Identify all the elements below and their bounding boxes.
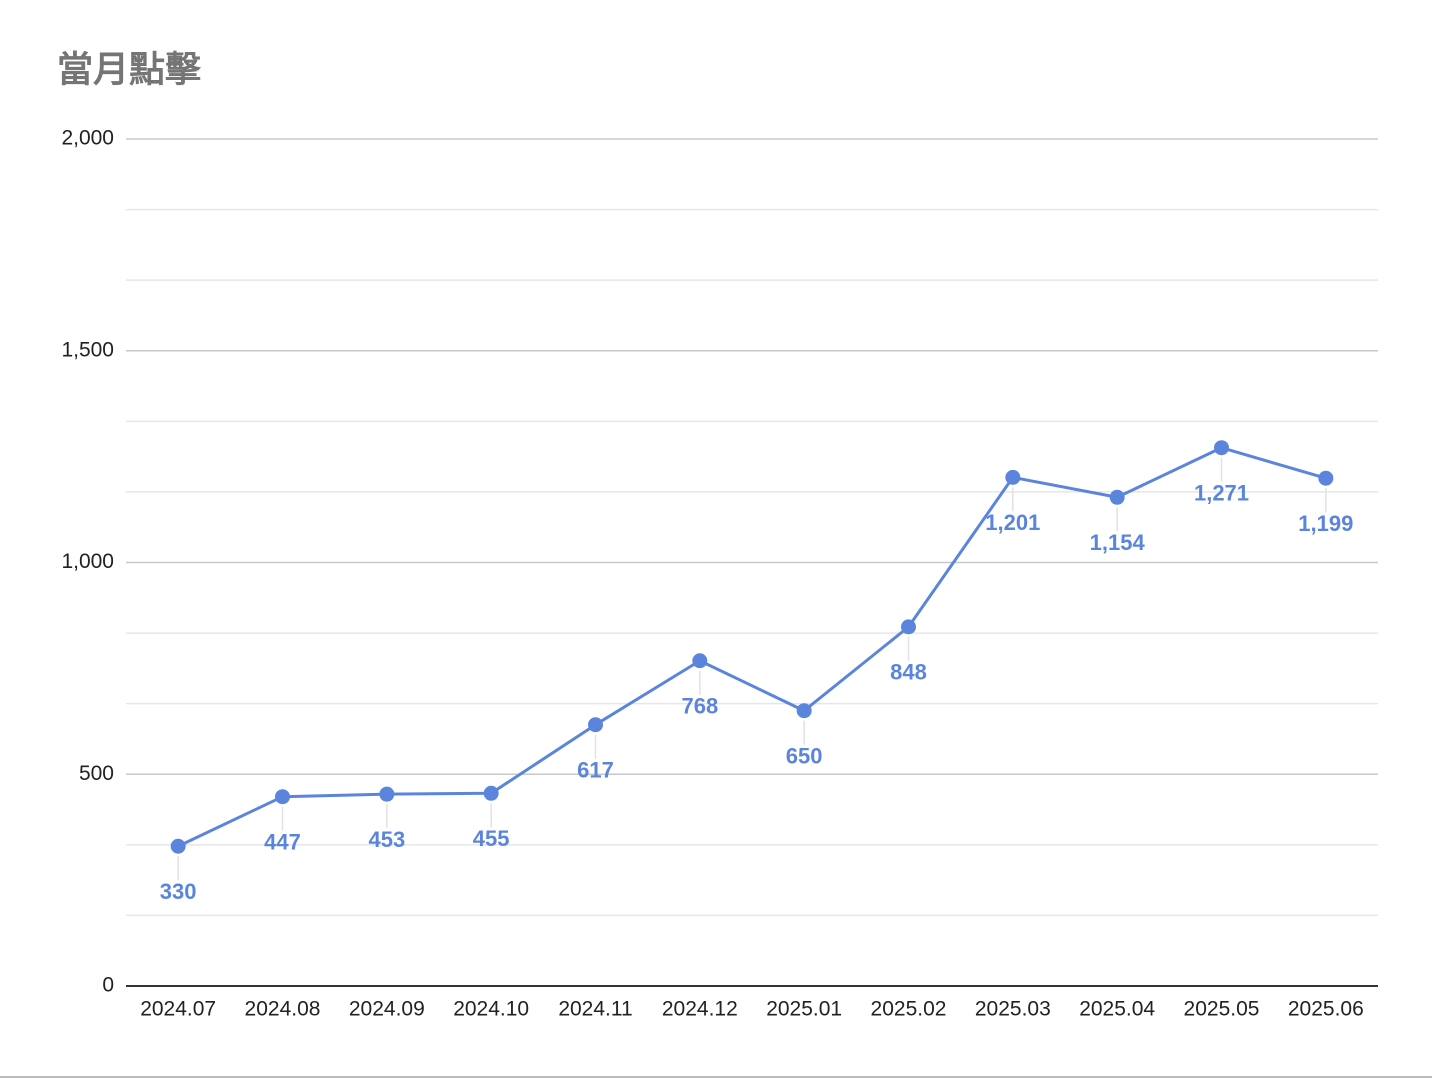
point: [1214, 440, 1229, 456]
point: [588, 717, 603, 733]
point: [901, 619, 916, 635]
data-label: 455: [473, 826, 510, 851]
point: [170, 838, 186, 854]
point: [1318, 470, 1334, 486]
data-label: 650: [786, 744, 823, 769]
data-label: 453: [368, 827, 405, 852]
data-label: 617: [577, 758, 614, 783]
chart-title: 當月點擊: [57, 49, 202, 90]
data-label: 330: [160, 879, 197, 904]
point: [1109, 489, 1125, 505]
y-tick-label: 1,500: [61, 338, 114, 361]
x-tick-label: 2025.05: [1184, 998, 1260, 1021]
y-tick-label: 2,000: [61, 127, 114, 150]
x-tick-label: 2025.02: [871, 998, 947, 1021]
data-label: 1,199: [1298, 511, 1353, 536]
point: [796, 703, 812, 719]
x-tick-label: 2025.04: [1079, 998, 1155, 1021]
point: [1005, 469, 1021, 485]
y-tick-label: 500: [79, 762, 114, 785]
x-tick-label: 2024.09: [349, 998, 425, 1021]
x-tick-label: 2024.07: [140, 998, 216, 1021]
x-tick-label: 2024.11: [558, 998, 632, 1021]
data-label: 1,154: [1090, 530, 1146, 555]
x-tick-label: 2025.01: [766, 998, 842, 1021]
data-label: 1,271: [1194, 481, 1249, 506]
x-tick-label: 2025.06: [1288, 998, 1364, 1021]
x-tick-label: 2024.08: [245, 998, 321, 1021]
data-label: 447: [264, 830, 301, 855]
point: [483, 785, 499, 801]
y-tick-label: 1,000: [61, 550, 114, 573]
data-label: 1,201: [985, 510, 1040, 535]
x-tick-label: 2025.03: [975, 998, 1051, 1021]
x-tick-label: 2024.10: [453, 998, 529, 1021]
point: [275, 789, 290, 805]
point: [692, 653, 708, 669]
data-label: 768: [681, 694, 718, 719]
data-label: 848: [890, 660, 927, 685]
y-tick-label: 0: [102, 974, 114, 997]
line: [177, 446, 1327, 848]
x-tick-label: 2024.12: [662, 998, 738, 1021]
point: [379, 786, 395, 802]
